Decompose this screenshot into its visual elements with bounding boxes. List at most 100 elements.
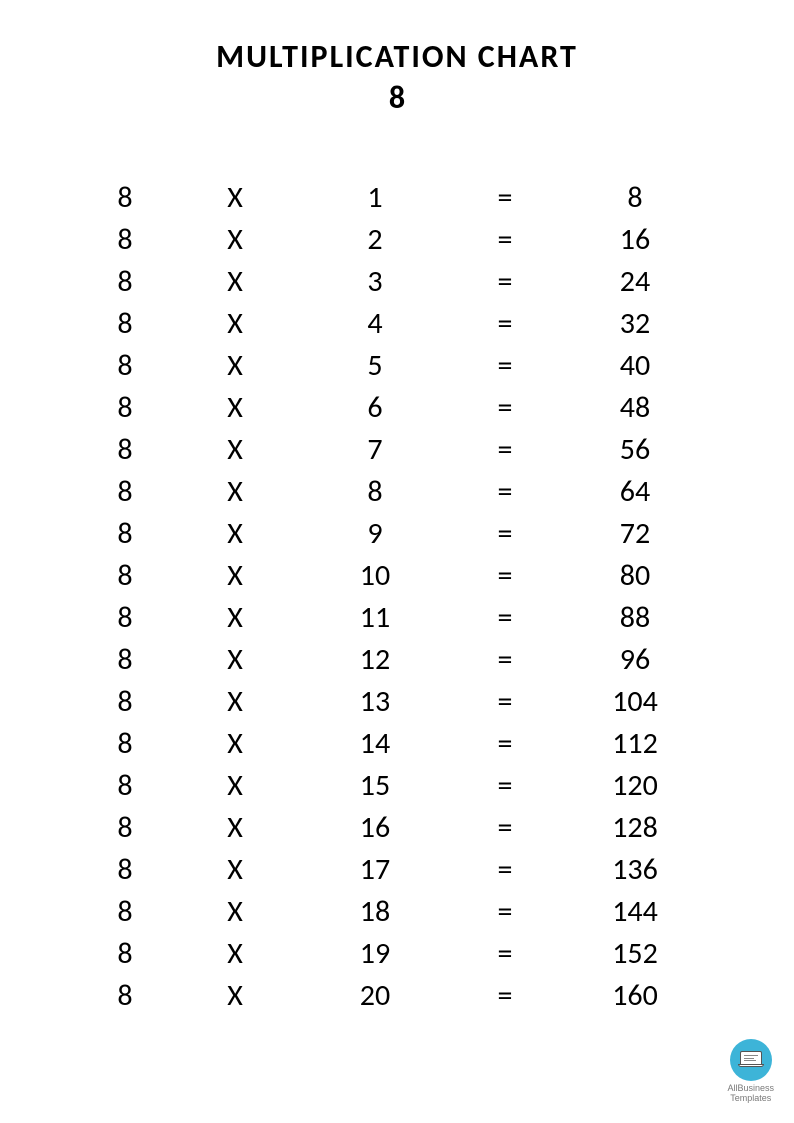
table-row: 8X1=8 — [90, 177, 704, 219]
table-row: 8X8=64 — [90, 471, 704, 513]
multiplicand-cell: 8 — [90, 429, 160, 471]
table-row: 8X5=40 — [90, 345, 704, 387]
operator-cell: X — [160, 471, 310, 513]
operator-cell: X — [160, 513, 310, 555]
product-cell: 40 — [570, 345, 700, 387]
equals-cell: = — [440, 513, 570, 555]
product-cell: 128 — [570, 807, 700, 849]
multiplicand-cell: 8 — [90, 345, 160, 387]
product-cell: 160 — [570, 975, 700, 1017]
operator-cell: X — [160, 639, 310, 681]
multiplicand-cell: 8 — [90, 471, 160, 513]
multiplier-cell: 5 — [310, 345, 440, 387]
multiplier-cell: 13 — [310, 681, 440, 723]
product-cell: 56 — [570, 429, 700, 471]
multiplier-cell: 19 — [310, 933, 440, 975]
product-cell: 120 — [570, 765, 700, 807]
operator-cell: X — [160, 555, 310, 597]
multiplicand-cell: 8 — [90, 765, 160, 807]
product-cell: 96 — [570, 639, 700, 681]
equals-cell: = — [440, 807, 570, 849]
multiplier-cell: 14 — [310, 723, 440, 765]
equals-cell: = — [440, 303, 570, 345]
product-cell: 32 — [570, 303, 700, 345]
watermark-text-2: Templates — [730, 1093, 771, 1103]
multiplicand-cell: 8 — [90, 513, 160, 555]
multiplier-cell: 3 — [310, 261, 440, 303]
table-row: 8X10=80 — [90, 555, 704, 597]
equals-cell: = — [440, 597, 570, 639]
multiplier-cell: 1 — [310, 177, 440, 219]
operator-cell: X — [160, 429, 310, 471]
multiplier-cell: 17 — [310, 849, 440, 891]
multiplicand-cell: 8 — [90, 555, 160, 597]
equals-cell: = — [440, 345, 570, 387]
equals-cell: = — [440, 849, 570, 891]
product-cell: 72 — [570, 513, 700, 555]
operator-cell: X — [160, 891, 310, 933]
product-cell: 24 — [570, 261, 700, 303]
multiplier-cell: 20 — [310, 975, 440, 1017]
multiplier-cell: 15 — [310, 765, 440, 807]
operator-cell: X — [160, 345, 310, 387]
table-row: 8X6=48 — [90, 387, 704, 429]
multiplier-cell: 9 — [310, 513, 440, 555]
multiplier-cell: 6 — [310, 387, 440, 429]
multiplier-cell: 11 — [310, 597, 440, 639]
multiplier-cell: 8 — [310, 471, 440, 513]
equals-cell: = — [440, 975, 570, 1017]
operator-cell: X — [160, 807, 310, 849]
table-row: 8X9=72 — [90, 513, 704, 555]
product-cell: 80 — [570, 555, 700, 597]
multiplicand-cell: 8 — [90, 891, 160, 933]
equals-cell: = — [440, 765, 570, 807]
multiplicand-cell: 8 — [90, 261, 160, 303]
multiplicand-cell: 8 — [90, 303, 160, 345]
operator-cell: X — [160, 597, 310, 639]
table-row: 8X4=32 — [90, 303, 704, 345]
equals-cell: = — [440, 933, 570, 975]
equals-cell: = — [440, 177, 570, 219]
laptop-icon — [730, 1039, 772, 1081]
product-cell: 152 — [570, 933, 700, 975]
table-row: 8X11=88 — [90, 597, 704, 639]
multiplier-cell: 10 — [310, 555, 440, 597]
equals-cell: = — [440, 723, 570, 765]
operator-cell: X — [160, 723, 310, 765]
multiplicand-cell: 8 — [90, 219, 160, 261]
equals-cell: = — [440, 639, 570, 681]
table-row: 8X19=152 — [90, 933, 704, 975]
operator-cell: X — [160, 219, 310, 261]
equals-cell: = — [440, 387, 570, 429]
multiplicand-cell: 8 — [90, 849, 160, 891]
product-cell: 48 — [570, 387, 700, 429]
product-cell: 112 — [570, 723, 700, 765]
product-cell: 64 — [570, 471, 700, 513]
operator-cell: X — [160, 303, 310, 345]
operator-cell: X — [160, 849, 310, 891]
multiplicand-cell: 8 — [90, 933, 160, 975]
equals-cell: = — [440, 891, 570, 933]
page-title: MULTIPLICATION CHART — [90, 38, 704, 76]
operator-cell: X — [160, 765, 310, 807]
product-cell: 8 — [570, 177, 700, 219]
product-cell: 16 — [570, 219, 700, 261]
table-row: 8X16=128 — [90, 807, 704, 849]
multiplier-cell: 16 — [310, 807, 440, 849]
multiplication-table: 8X1=88X2=168X3=248X4=328X5=408X6=488X7=5… — [90, 177, 704, 1017]
equals-cell: = — [440, 429, 570, 471]
operator-cell: X — [160, 261, 310, 303]
product-cell: 144 — [570, 891, 700, 933]
multiplicand-cell: 8 — [90, 681, 160, 723]
equals-cell: = — [440, 261, 570, 303]
multiplicand-cell: 8 — [90, 597, 160, 639]
operator-cell: X — [160, 387, 310, 429]
table-row: 8X12=96 — [90, 639, 704, 681]
equals-cell: = — [440, 471, 570, 513]
table-row: 8X7=56 — [90, 429, 704, 471]
product-cell: 104 — [570, 681, 700, 723]
multiplier-cell: 18 — [310, 891, 440, 933]
multiplicand-cell: 8 — [90, 975, 160, 1017]
equals-cell: = — [440, 219, 570, 261]
watermark: AllBusiness Templates — [727, 1039, 774, 1103]
